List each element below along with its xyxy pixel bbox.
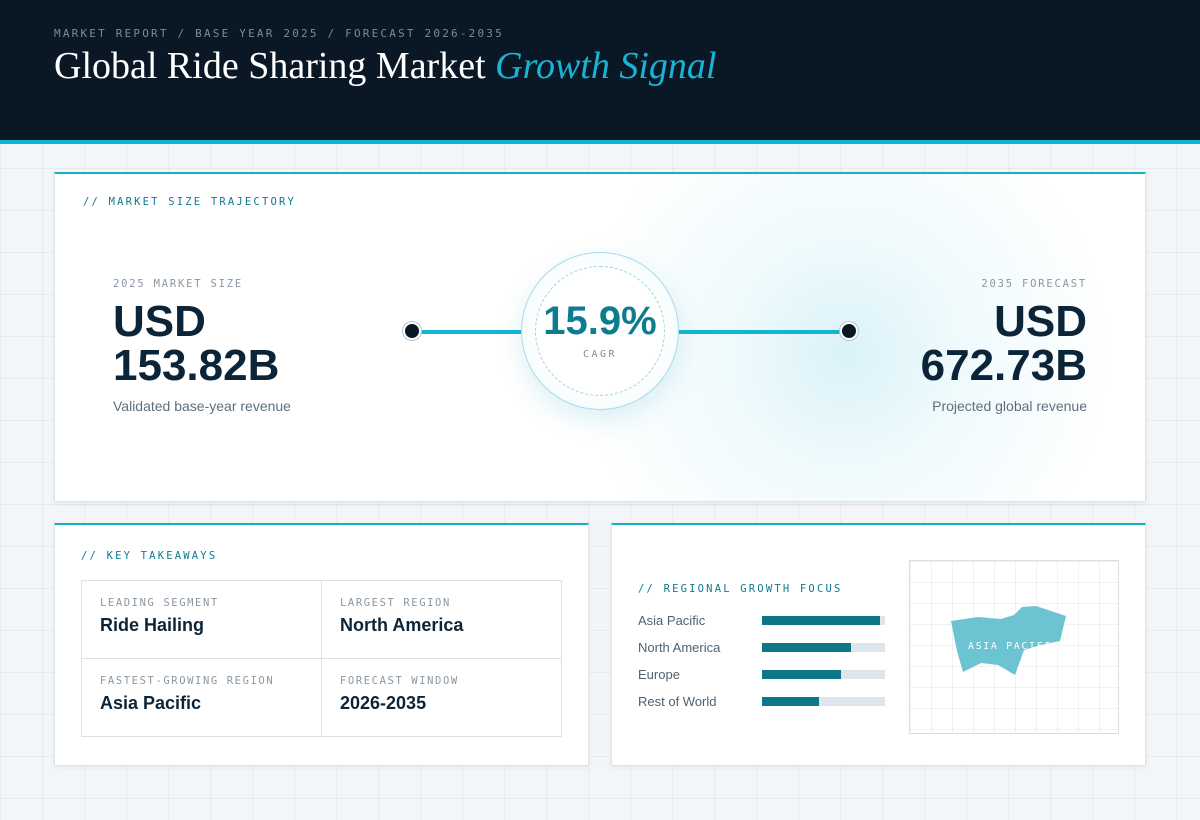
region-bar-fill: [762, 643, 851, 652]
end-point-marker: [840, 322, 858, 340]
end-stat-value-amount: 672.73B: [920, 341, 1087, 390]
region-map: ASIA PACIFIC: [909, 560, 1119, 734]
grid-divider-horizontal: [82, 658, 561, 659]
regional-growth-card: // REGIONAL GROWTH FOCUS Asia Pacific No…: [611, 523, 1146, 766]
start-stat-label: 2025 MARKET SIZE: [113, 278, 243, 290]
region-bar-track: [762, 616, 885, 625]
map-region-label: ASIA PACIFIC: [968, 641, 1060, 652]
start-stat-value-amount: 153.82B: [113, 341, 280, 390]
takeaway-forecast-window: FORECAST WINDOW 2026-2035: [322, 659, 562, 737]
takeaway-leading-segment: LEADING SEGMENT Ride Hailing: [82, 581, 322, 659]
region-row: Rest of World: [638, 692, 888, 712]
region-name: North America: [638, 640, 721, 655]
region-row: Asia Pacific: [638, 611, 888, 631]
takeaway-key: LEADING SEGMENT: [100, 597, 219, 609]
title-main: Global Ride Sharing Market: [54, 45, 486, 87]
region-bar-track: [762, 697, 885, 706]
takeaway-key: FORECAST WINDOW: [340, 675, 459, 687]
page-title: Global Ride Sharing Market Growth Signal: [54, 44, 716, 88]
region-bar-fill: [762, 670, 841, 679]
region-bar-fill: [762, 697, 819, 706]
regional-card-label: // REGIONAL GROWTH FOCUS: [638, 583, 843, 595]
takeaway-value: North America: [340, 615, 464, 635]
report-header: MARKET REPORT / BASE YEAR 2025 / FORECAS…: [0, 0, 1200, 144]
takeaway-fastest-growing-region: FASTEST-GROWING REGION Asia Pacific: [82, 659, 322, 737]
market-size-trajectory-card: // MARKET SIZE TRAJECTORY 2025 MARKET SI…: [54, 172, 1146, 502]
end-stat-label: 2035 FORECAST: [981, 278, 1087, 290]
takeaways-card-label: // KEY TAKEAWAYS: [81, 550, 218, 562]
asia-pacific-map-shape: [951, 606, 1066, 675]
report-eyebrow: MARKET REPORT / BASE YEAR 2025 / FORECAS…: [54, 27, 504, 40]
takeaway-value: Ride Hailing: [100, 615, 205, 635]
cagr-badge: 15.9% CAGR: [521, 252, 679, 410]
region-row: Europe: [638, 665, 888, 685]
end-stat-value-currency: USD: [994, 297, 1087, 346]
cagr-label: CAGR: [582, 349, 618, 360]
region-bar-track: [762, 670, 885, 679]
cagr-badge-ring: [535, 266, 665, 396]
region-bar-fill: [762, 616, 881, 625]
region-bar-track: [762, 643, 885, 652]
start-stat-value-currency: USD: [113, 297, 206, 346]
title-accent: Growth Signal: [495, 45, 717, 87]
region-row: North America: [638, 638, 888, 658]
takeaway-value: Asia Pacific: [100, 693, 202, 713]
asia-pacific-region-shape: [951, 606, 1066, 675]
key-takeaways-card: // KEY TAKEAWAYS LEADING SEGMENT Ride Ha…: [54, 523, 589, 766]
start-point-marker: [403, 322, 421, 340]
cagr-value: 15.9%: [543, 299, 657, 343]
takeaway-key: LARGEST REGION: [340, 597, 451, 609]
region-name: Europe: [638, 667, 680, 682]
start-stat-desc: Validated base-year revenue: [113, 398, 291, 414]
region-name: Asia Pacific: [638, 613, 706, 628]
takeaway-largest-region: LARGEST REGION North America: [322, 581, 562, 659]
takeaways-grid: LEADING SEGMENT Ride Hailing LARGEST REG…: [81, 580, 562, 737]
takeaway-value: 2026-2035: [340, 693, 427, 713]
takeaway-key: FASTEST-GROWING REGION: [100, 675, 275, 687]
trajectory-card-label: // MARKET SIZE TRAJECTORY: [83, 196, 297, 208]
region-name: Rest of World: [638, 694, 717, 709]
end-stat-desc: Projected global revenue: [932, 398, 1087, 414]
